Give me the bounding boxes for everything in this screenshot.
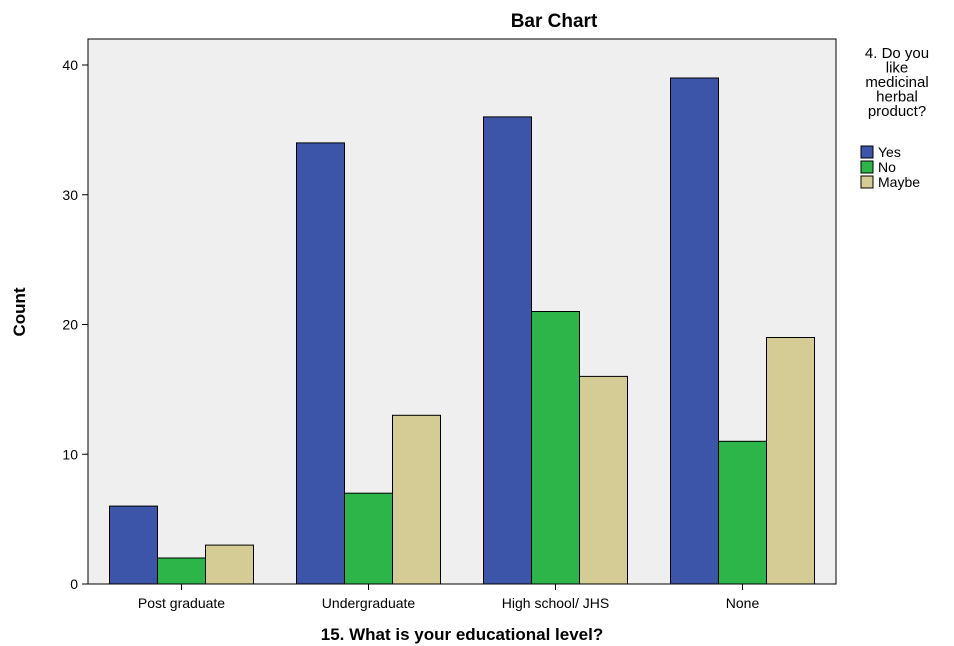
bar-no-0 — [157, 557, 206, 585]
bar-yes-3 — [670, 77, 719, 585]
legend-title-line: like — [886, 60, 909, 77]
y-tick-label: 0 — [70, 576, 78, 592]
y-tick-label: 30 — [62, 187, 78, 203]
x-axis: Post graduate Undergraduate High school/ J… — [138, 584, 760, 611]
legend-swatch-yes — [860, 145, 874, 159]
legend-title-line: herbal — [876, 89, 918, 106]
y-axis: 0 10 20 30 40 — [62, 57, 88, 592]
y-axis-title: Count — [10, 287, 29, 336]
legend-label-maybe: Maybe — [878, 174, 920, 190]
legend-label-no: No — [878, 159, 896, 175]
y-tick-label: 10 — [62, 446, 78, 462]
legend-title-line: product? — [868, 103, 926, 120]
bar-maybe-3 — [766, 337, 815, 585]
y-tick-label: 40 — [62, 57, 78, 73]
x-tick-label: None — [726, 595, 760, 611]
x-tick-label: Post graduate — [138, 595, 225, 611]
x-tick-label: Undergraduate — [322, 595, 416, 611]
bar-yes-0 — [109, 505, 158, 585]
bar-maybe-1 — [392, 414, 441, 585]
chart-title: Bar Chart — [511, 11, 598, 32]
bar-yes-1 — [296, 142, 345, 585]
x-tick-label: High school/ JHS — [502, 595, 609, 611]
bar-no-1 — [344, 492, 393, 585]
x-axis-title: 15. What is your educational level? — [321, 625, 603, 644]
bars-group — [109, 77, 815, 585]
bar-no-3 — [718, 440, 767, 585]
legend-swatch-no — [860, 160, 874, 174]
legend-label-yes: Yes — [878, 144, 901, 160]
bar-maybe-2 — [579, 375, 628, 585]
bar-no-2 — [531, 311, 580, 585]
legend-title-line: medicinal — [865, 74, 928, 91]
legend-swatch-maybe — [860, 175, 874, 189]
legend-title-line: 4. Do you — [865, 45, 929, 62]
bar-maybe-0 — [205, 544, 254, 585]
y-tick-label: 20 — [62, 317, 78, 333]
bar-yes-2 — [483, 116, 532, 585]
